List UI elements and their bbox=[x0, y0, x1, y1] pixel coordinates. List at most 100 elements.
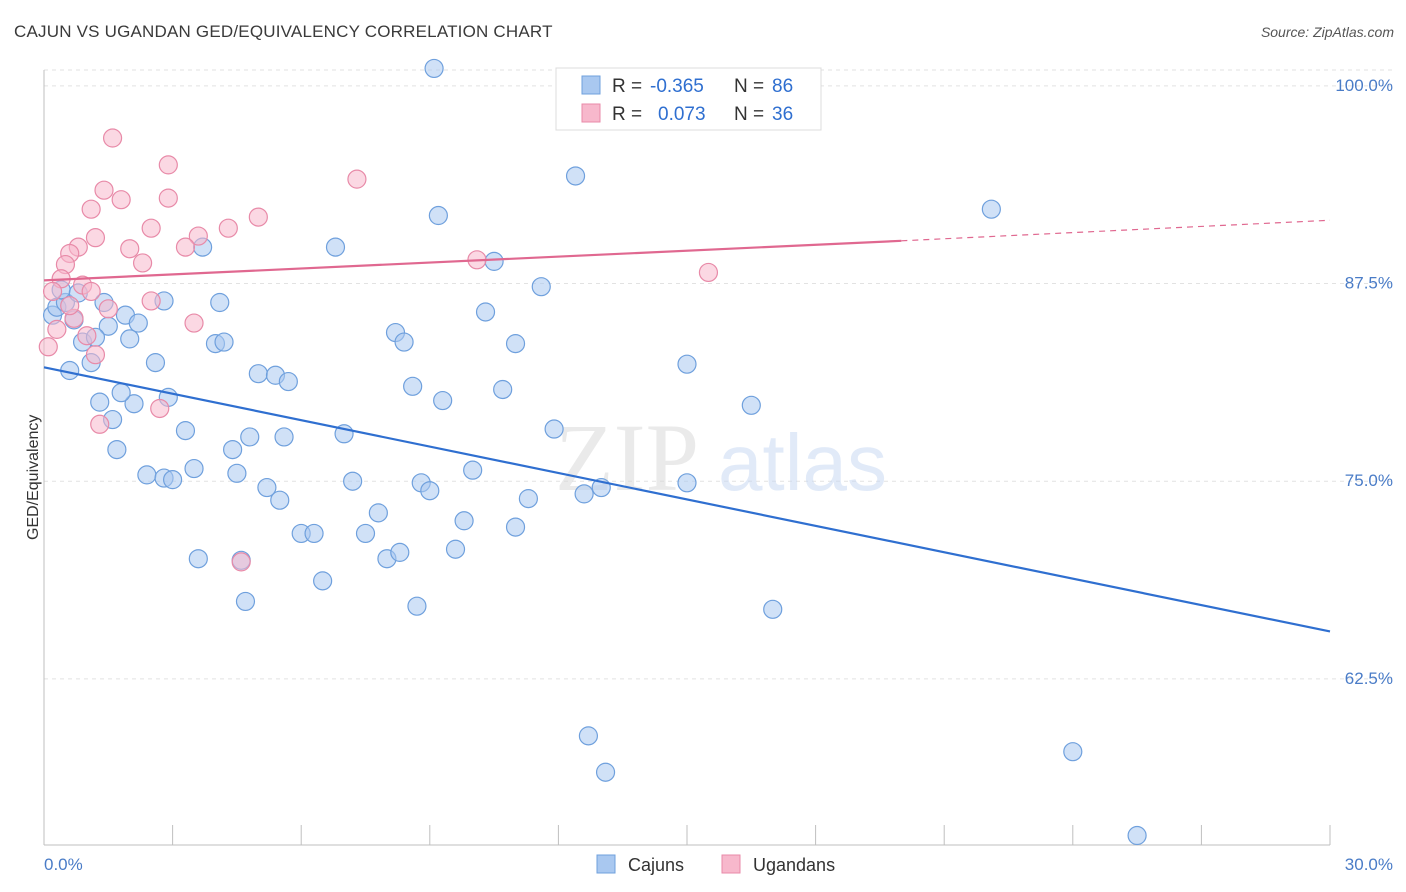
point-ugandans-6 bbox=[218, 218, 238, 238]
point-cajuns-17 bbox=[124, 394, 144, 414]
point-cajuns-22 bbox=[175, 421, 196, 441]
point-cajuns-74 bbox=[1063, 742, 1083, 762]
point-ugandans-27 bbox=[90, 414, 110, 434]
point-ugandans-21 bbox=[42, 281, 63, 302]
point-cajuns-28 bbox=[223, 439, 243, 460]
legend-n-value-0: 86 bbox=[772, 76, 793, 97]
point-cajuns-25 bbox=[210, 292, 230, 313]
point-ugandans-33 bbox=[47, 319, 67, 339]
point-cajuns-38 bbox=[304, 523, 324, 544]
point-cajuns-20 bbox=[163, 470, 183, 490]
point-cajuns-65 bbox=[574, 484, 594, 504]
data-points bbox=[38, 58, 1147, 846]
point-cajuns-18 bbox=[137, 465, 157, 485]
point-ugandans-32 bbox=[38, 337, 58, 357]
point-cajuns-67 bbox=[578, 726, 599, 746]
y-tick-label-3: 62.5% bbox=[1345, 669, 1393, 688]
point-ugandans-14 bbox=[85, 228, 106, 248]
point-ugandans-3 bbox=[111, 190, 131, 210]
point-cajuns-71 bbox=[741, 395, 761, 415]
point-cajuns-79 bbox=[407, 596, 427, 616]
axes bbox=[43, 70, 1331, 846]
point-cajuns-64 bbox=[565, 166, 586, 186]
point-cajuns-63 bbox=[544, 419, 564, 439]
point-ugandans-20 bbox=[81, 281, 101, 302]
point-cajuns-35 bbox=[278, 371, 298, 392]
point-cajuns-12 bbox=[145, 353, 166, 373]
point-ugandans-28 bbox=[150, 398, 170, 419]
y-axis-label: GED/Equivalency bbox=[25, 415, 42, 540]
point-ugandans-35 bbox=[60, 296, 80, 316]
point-cajuns-75 bbox=[1127, 825, 1147, 846]
watermark: ZIP atlas bbox=[555, 404, 887, 511]
bottom-legend-label-cajuns: Cajuns bbox=[628, 855, 684, 875]
legend-r-value-0: -0.365 bbox=[650, 76, 704, 97]
point-cajuns-55 bbox=[463, 460, 483, 480]
point-cajuns-52 bbox=[433, 390, 453, 411]
point-cajuns-62 bbox=[531, 277, 551, 297]
bottom-legend: Cajuns Ugandans bbox=[596, 854, 835, 875]
point-cajuns-43 bbox=[355, 523, 376, 544]
point-ugandans-5 bbox=[81, 199, 101, 219]
point-cajuns-76 bbox=[188, 549, 208, 569]
point-cajuns-72 bbox=[763, 599, 783, 619]
point-cajuns-73 bbox=[981, 199, 1001, 219]
point-ugandans-24 bbox=[77, 326, 97, 346]
point-ugandans-1 bbox=[158, 155, 178, 175]
trend-line-extension-ugandans bbox=[901, 219, 1331, 242]
point-ugandans-25 bbox=[184, 313, 204, 333]
point-cajuns-80 bbox=[428, 205, 448, 226]
x-tick-label-1: 30.0% bbox=[1345, 855, 1393, 874]
trend-line-cajuns bbox=[43, 366, 1331, 633]
point-cajuns-0 bbox=[424, 58, 444, 79]
point-cajuns-47 bbox=[394, 332, 414, 352]
point-cajuns-59 bbox=[505, 334, 526, 354]
chart-title: CAJUN VS UGANDAN GED/EQUIVALENCY CORRELA… bbox=[14, 22, 553, 41]
legend-n-label-1: N = bbox=[734, 104, 764, 125]
legend-r-value-1: 0.073 bbox=[658, 104, 706, 125]
y-tick-labels: 100.0% 87.5% 75.0% 62.5% bbox=[1335, 76, 1393, 688]
point-ugandans-26 bbox=[85, 345, 106, 365]
point-cajuns-60 bbox=[505, 517, 526, 537]
point-cajuns-23 bbox=[184, 458, 204, 479]
legend-swatch-cajuns bbox=[581, 75, 601, 95]
point-ugandans-31 bbox=[698, 262, 719, 283]
point-cajuns-54 bbox=[454, 511, 474, 531]
point-cajuns-36 bbox=[270, 490, 290, 510]
point-cajuns-83 bbox=[120, 329, 140, 349]
point-ugandans-2 bbox=[94, 180, 114, 200]
point-ugandans-22 bbox=[141, 291, 161, 311]
point-ugandans-16 bbox=[132, 253, 153, 273]
point-ugandans-4 bbox=[158, 188, 178, 208]
point-cajuns-32 bbox=[257, 477, 277, 498]
y-tick-label-1: 87.5% bbox=[1345, 274, 1393, 293]
point-cajuns-29 bbox=[227, 463, 247, 483]
point-cajuns-42 bbox=[343, 471, 363, 491]
x-tick-labels: 0.0% 30.0% bbox=[44, 855, 1393, 874]
point-ugandans-8 bbox=[347, 169, 367, 189]
point-cajuns-51 bbox=[420, 481, 440, 501]
point-ugandans-0 bbox=[102, 128, 123, 148]
point-cajuns-58 bbox=[493, 379, 513, 400]
point-cajuns-27 bbox=[214, 332, 234, 352]
point-cajuns-69 bbox=[677, 354, 697, 374]
bottom-legend-swatch-cajuns bbox=[596, 854, 616, 874]
point-cajuns-56 bbox=[475, 302, 496, 322]
grid-lines bbox=[44, 69, 1392, 680]
point-cajuns-61 bbox=[518, 489, 538, 509]
point-cajuns-16 bbox=[107, 439, 127, 460]
x-tick-label-0: 0.0% bbox=[44, 855, 83, 874]
point-cajuns-39 bbox=[313, 571, 333, 591]
point-cajuns-68 bbox=[595, 762, 616, 782]
point-cajuns-70 bbox=[677, 473, 697, 493]
point-cajuns-14 bbox=[90, 392, 110, 412]
point-ugandans-29 bbox=[231, 552, 251, 572]
legend-swatch-ugandans bbox=[581, 103, 601, 123]
point-cajuns-30 bbox=[240, 427, 260, 447]
bottom-legend-label-ugandans: Ugandans bbox=[753, 855, 835, 875]
point-ugandans-7 bbox=[248, 207, 268, 227]
point-cajuns-31 bbox=[248, 364, 268, 384]
point-cajuns-11 bbox=[128, 313, 148, 333]
point-cajuns-57 bbox=[484, 251, 504, 271]
bottom-legend-swatch-ugandans bbox=[721, 854, 741, 874]
